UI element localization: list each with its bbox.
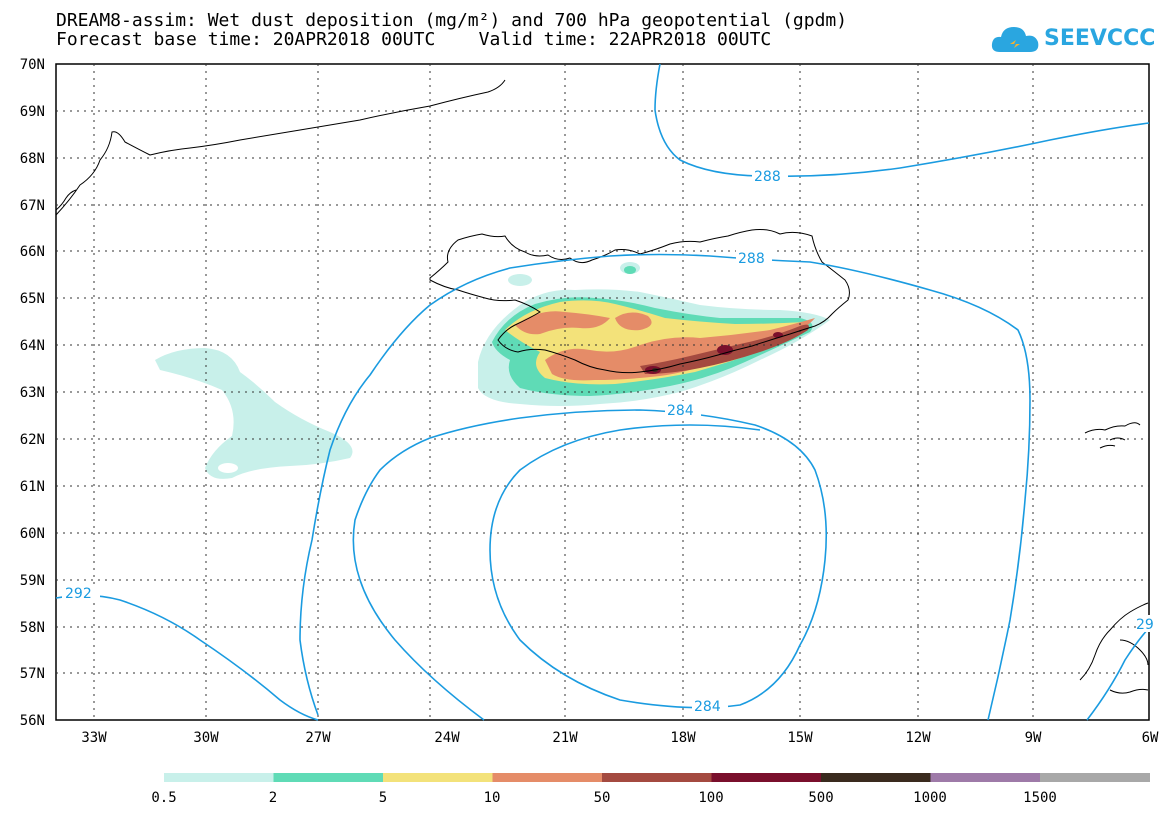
lat-label: 56N (20, 713, 45, 729)
contour-288-main (299, 253, 1031, 721)
iceland-coast (429, 229, 850, 374)
lat-label: 65N (20, 291, 45, 307)
lon-label: 18W (670, 730, 696, 746)
contour-label-292-partial: 29 (1136, 617, 1154, 633)
lon-label: 6W (1142, 730, 1159, 746)
deposition-hole (218, 463, 238, 473)
deposition-10-area (515, 311, 610, 335)
lat-label: 64N (20, 338, 45, 354)
legend-swatch (492, 773, 603, 782)
scotland-coast (1079, 602, 1149, 694)
lon-label: 12W (905, 730, 931, 746)
lon-label: 15W (787, 730, 813, 746)
coastlines (55, 79, 1149, 694)
map-subtitle: Forecast base time: 20APR2018 00UTC Vali… (56, 29, 772, 50)
lat-label: 70N (20, 57, 45, 73)
legend-swatch (164, 773, 274, 782)
lat-label: 60N (20, 526, 45, 542)
contour-288-north (654, 63, 1150, 178)
lon-label: 27W (305, 730, 331, 746)
lat-label: 66N (20, 244, 45, 260)
lon-label: 30W (193, 730, 219, 746)
legend-label: 1000 (913, 790, 947, 806)
latitude-labels: 70N 69N 68N 67N 66N 65N 64N 63N 62N 61N … (20, 57, 45, 729)
legend-swatch (930, 773, 1041, 782)
contour-292-east (1086, 627, 1150, 721)
faroe-islands (1084, 422, 1141, 449)
contour-labels: 288 288 284 284 292 29 (65, 169, 1154, 715)
contour-label-backgrounds (62, 167, 1150, 714)
contour-label-284: 284 (694, 699, 721, 715)
map-title: DREAM8-assim: Wet dust deposition (mg/m²… (56, 10, 848, 31)
lat-label: 69N (20, 104, 45, 120)
legend-label: 50 (594, 790, 611, 806)
legend-swatch (821, 773, 931, 782)
contour-label-288: 288 (754, 169, 781, 185)
seevccc-logo: SEEVCCC (990, 20, 1155, 58)
lon-label: 21W (552, 730, 578, 746)
dust-deposition-field (155, 262, 830, 479)
legend-label: 0.5 (151, 790, 176, 806)
greenland-coast (55, 79, 506, 216)
lat-label: 58N (20, 620, 45, 636)
deposition-area-west (155, 348, 353, 479)
legend-swatch (273, 773, 384, 782)
lat-label: 67N (20, 198, 45, 214)
lat-label: 59N (20, 573, 45, 589)
legend-label: 10 (484, 790, 501, 806)
cloud-icon (991, 27, 1039, 52)
graticule (56, 64, 1149, 720)
contour-label-288: 288 (738, 251, 765, 267)
contour-292 (55, 594, 319, 721)
legend-label: 500 (808, 790, 833, 806)
contour-label-292: 292 (65, 586, 92, 602)
legend-label: 1500 (1023, 790, 1057, 806)
contour-284-main (352, 409, 827, 721)
lat-label: 63N (20, 385, 45, 401)
geopotential-contours (55, 63, 1150, 721)
logo-text: SEEVCCC (1044, 26, 1156, 51)
legend-swatch (383, 773, 493, 782)
legend-labels: 0.5 2 5 10 50 100 500 1000 1500 (151, 790, 1057, 806)
lat-label: 68N (20, 151, 45, 167)
longitude-labels: 33W 30W 27W 24W 21W 18W 15W 12W 9W 6W (81, 730, 1159, 746)
lat-label: 57N (20, 666, 45, 682)
lon-label: 33W (81, 730, 107, 746)
lat-label: 61N (20, 479, 45, 495)
contour-label-284: 284 (667, 403, 694, 419)
legend-swatch (711, 773, 822, 782)
lon-label: 24W (434, 730, 460, 746)
legend-swatch (1040, 773, 1150, 782)
legend-label: 2 (269, 790, 277, 806)
lat-label: 62N (20, 432, 45, 448)
legend-label: 5 (379, 790, 387, 806)
lon-label: 9W (1025, 730, 1042, 746)
legend-swatch (602, 773, 712, 782)
legend-color-bar (164, 773, 1150, 782)
legend-label: 100 (698, 790, 723, 806)
